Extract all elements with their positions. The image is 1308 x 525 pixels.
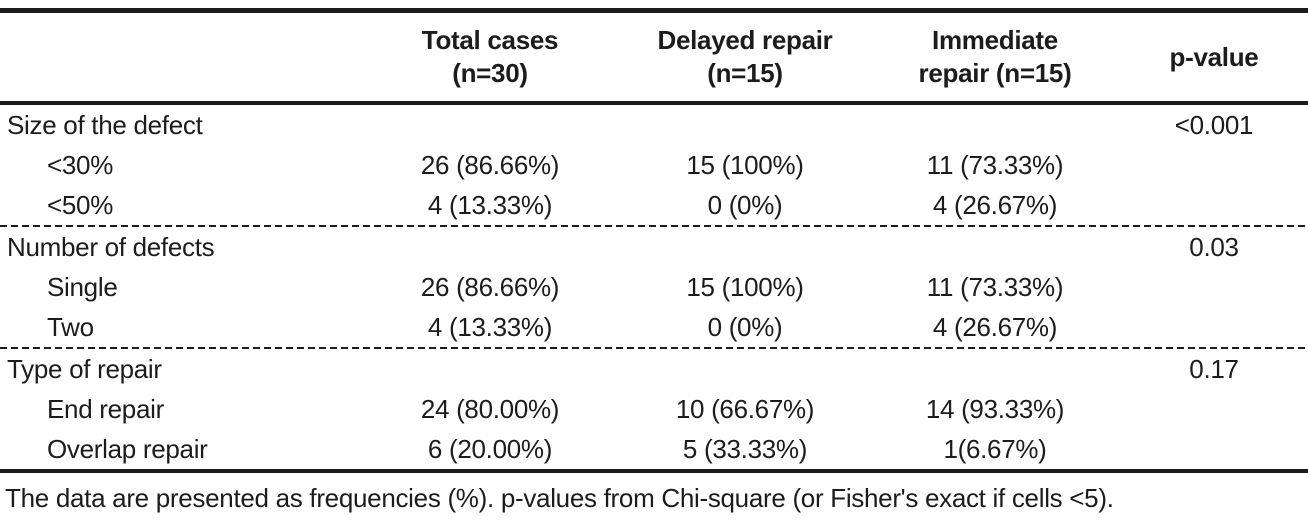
column-header-immediate-repair: Immediate repair (n=15) — [870, 10, 1120, 105]
section-divider — [0, 225, 1308, 227]
value-cell: 4 (13.33%) — [427, 190, 553, 220]
value-cell: 14 (93.33%) — [925, 394, 1065, 424]
empty-cell — [1120, 185, 1308, 225]
section-divider — [0, 347, 1308, 349]
empty-cell — [620, 103, 870, 145]
value-cell: 26 (86.66%) — [420, 150, 560, 180]
column-header-line2: (n=15) — [707, 58, 783, 88]
section-divider-line — [0, 347, 1308, 349]
table-row: Overlap repair 6 (20.00%) 5 (33.33%) 1(6.67… — [0, 429, 1308, 471]
value-cell: 4 (26.67%) — [932, 312, 1058, 342]
p-value-cell: <0.001 — [1174, 110, 1254, 140]
p-value-cell: 0.03 — [1189, 232, 1239, 262]
column-header-line1: Immediate — [932, 25, 1058, 55]
section-title-cell: Size of the defect — [7, 110, 203, 140]
empty-cell — [870, 103, 1120, 145]
row-label-cell: <30% — [47, 150, 114, 180]
value-cell: 15 (100%) — [686, 150, 804, 180]
value-cell: 15 (100%) — [686, 272, 804, 302]
column-header-delayed-repair: Delayed repair (n=15) — [620, 10, 870, 105]
value-cell: 0 (0%) — [707, 190, 783, 220]
empty-cell — [870, 227, 1120, 267]
value-cell: 10 (66.67%) — [675, 394, 815, 424]
empty-cell — [620, 227, 870, 267]
table-row: End repair 24 (80.00%) 10 (66.67%) 14 (93.3… — [0, 389, 1308, 429]
column-header-p-value: p-value — [1120, 10, 1308, 105]
section-title-cell: Number of defects — [7, 232, 215, 262]
value-cell: 11 (73.33%) — [926, 150, 1064, 180]
value-cell: 6 (20.00%) — [427, 434, 553, 464]
empty-cell — [360, 227, 620, 267]
statistics-table: Total cases (n=30) Delayed repair (n=15) Imm… — [0, 8, 1308, 473]
section-title-row: Number of defects 0.03 — [0, 227, 1308, 267]
value-cell: 24 (80.00%) — [420, 394, 560, 424]
column-header-line1: p-value — [1169, 41, 1259, 72]
table-row: <50% 4 (13.33%) 0 (0%) 4 (26.67%) — [0, 185, 1308, 225]
value-cell: 5 (33.33%) — [682, 434, 808, 464]
empty-cell — [1120, 429, 1308, 471]
column-header-line2: (n=30) — [452, 58, 528, 88]
column-header-total-cases: Total cases (n=30) — [360, 10, 620, 105]
header-row: Total cases (n=30) Delayed repair (n=15) Imm… — [0, 10, 1308, 105]
column-header-line1: Total cases — [421, 25, 559, 55]
empty-cell — [1120, 267, 1308, 307]
empty-cell — [1120, 389, 1308, 429]
row-label-cell: End repair — [47, 394, 164, 424]
column-header-line2: repair (n=15) — [918, 58, 1072, 88]
value-cell: 4 (26.67%) — [932, 190, 1058, 220]
row-label-cell: Overlap repair — [47, 434, 208, 464]
table-row: Single 26 (86.66%) 15 (100%) 11 (73.33%) — [0, 267, 1308, 307]
value-cell: 11 (73.33%) — [926, 272, 1064, 302]
row-label-cell: Single — [47, 272, 118, 302]
table-body: Size of the defect <0.001 <30% 26 (86.66%) 1… — [0, 103, 1308, 471]
empty-cell — [1120, 307, 1308, 347]
section-divider-line — [0, 225, 1308, 227]
empty-cell — [1120, 145, 1308, 185]
row-label-cell: Two — [47, 312, 94, 342]
row-label-cell: <50% — [47, 190, 114, 220]
section-title-row: Size of the defect <0.001 — [0, 103, 1308, 145]
section-title-cell: Type of repair — [7, 354, 162, 384]
empty-cell — [360, 349, 620, 389]
section-title-row: Type of repair 0.17 — [0, 349, 1308, 389]
p-value-cell: 0.17 — [1189, 354, 1239, 384]
table-header: Total cases (n=30) Delayed repair (n=15) Imm… — [0, 10, 1308, 105]
table-row: <30% 26 (86.66%) 15 (100%) 11 (73.33%) — [0, 145, 1308, 185]
empty-cell — [870, 349, 1120, 389]
table-footnote: The data are presented as frequencies (%… — [5, 483, 1114, 513]
column-header-line1: Delayed repair — [657, 25, 833, 55]
value-cell: 1(6.67%) — [943, 434, 1047, 464]
empty-cell — [360, 103, 620, 145]
empty-cell — [620, 349, 870, 389]
table-row: Two 4 (13.33%) 0 (0%) 4 (26.67%) — [0, 307, 1308, 347]
value-cell: 0 (0%) — [707, 312, 783, 342]
value-cell: 4 (13.33%) — [427, 312, 553, 342]
column-header-row-label — [0, 10, 360, 105]
value-cell: 26 (86.66%) — [420, 272, 560, 302]
